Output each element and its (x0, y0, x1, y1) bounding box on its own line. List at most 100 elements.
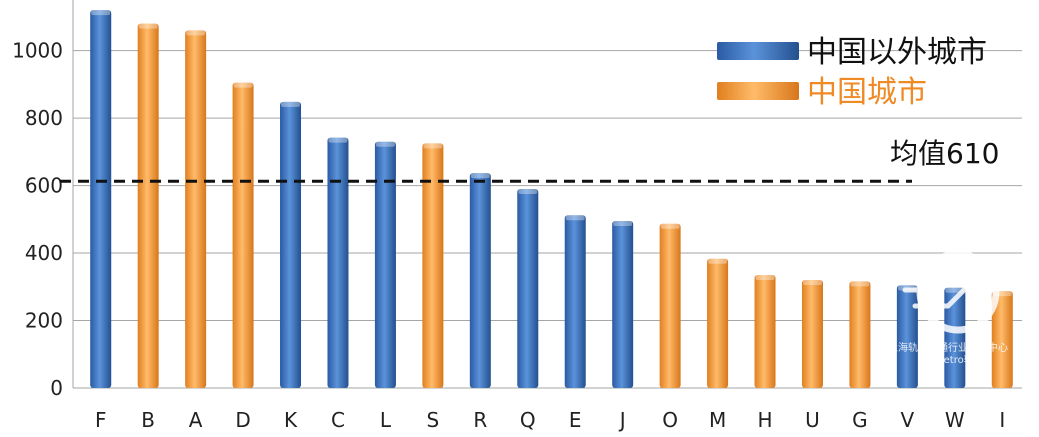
bar-body (374, 141, 396, 388)
bar-O (659, 223, 681, 388)
legend-swatch-overseas (717, 42, 799, 60)
bar-cap-highlight (755, 274, 775, 280)
x-tick-label: F (95, 408, 107, 432)
y-tick-label: 1000 (12, 39, 63, 63)
bar-body (469, 173, 491, 388)
y-tick-labels: 0 200 400 600 800 1000 (12, 39, 63, 400)
bar-body (137, 23, 159, 388)
x-tick-label: G (852, 408, 868, 432)
bar-body (801, 280, 823, 388)
bar-J (612, 220, 634, 388)
watermark-rail-mark (902, 267, 1008, 309)
legend-swatch-china (717, 82, 799, 100)
bar-body (944, 287, 966, 388)
bar-body (659, 223, 681, 388)
bar-cap-highlight (565, 215, 585, 221)
bar-body (327, 137, 349, 388)
bar-E (564, 215, 586, 388)
bar-body (90, 10, 112, 389)
y-tick-label: 800 (25, 106, 63, 130)
bar-C (327, 137, 349, 388)
x-tick-label: S (427, 408, 440, 432)
bar-G (849, 281, 871, 388)
watermark-line2: @Metro轨道 (925, 353, 984, 366)
bar-W (944, 287, 966, 388)
legend-item-china: 中国城市 (717, 75, 927, 110)
x-tick-label: J (618, 408, 626, 432)
y-tick-label: 600 (25, 174, 63, 198)
bar-body (849, 281, 871, 388)
bar-H (754, 274, 776, 388)
bar-body (517, 188, 539, 388)
watermark-line1: 上海轨道交通行业资讯中心 (888, 341, 1008, 354)
bar-cap-highlight (470, 173, 490, 179)
bar-body (896, 285, 918, 388)
bar-cap-highlight (233, 82, 253, 88)
bar-body (707, 258, 729, 388)
x-tick-label: V (901, 408, 915, 432)
watermark-logo: 上海轨道交通行业资讯中心 @Metro轨道 (888, 250, 1008, 366)
bar-cap-highlight (518, 188, 538, 194)
x-tick-label: C (331, 408, 345, 432)
y-tick-label: 400 (25, 241, 63, 265)
bar-B (137, 23, 159, 388)
bar-M (707, 258, 729, 388)
bar-cap-highlight (91, 10, 111, 16)
bar-A (185, 30, 207, 389)
y-tick-label: 0 (50, 376, 63, 400)
bar-cap-highlight (423, 143, 443, 149)
bar-cap-highlight (138, 23, 158, 29)
bar-R (469, 173, 491, 388)
bar-body (232, 82, 254, 389)
bar-body (754, 274, 776, 388)
x-tick-label: A (189, 408, 203, 432)
bar-body (612, 220, 634, 388)
bar-U (801, 280, 823, 388)
bar-V (896, 285, 918, 388)
legend: 中国以外城市 中国城市 (717, 35, 987, 110)
bar-L (374, 141, 396, 388)
bars (90, 10, 1013, 389)
bar-cap-highlight (802, 280, 822, 286)
x-tick-label: O (662, 408, 678, 432)
legend-label-china: 中国城市 (807, 75, 927, 110)
bar-K (280, 101, 302, 388)
bar-body (991, 291, 1013, 388)
bar-body (280, 101, 302, 388)
x-tick-label: W (945, 408, 965, 432)
x-tick-label: U (805, 408, 820, 432)
x-tick-label: K (284, 408, 298, 432)
bar-body (422, 143, 444, 388)
x-tick-label: L (380, 408, 392, 432)
bar-cap-highlight (281, 101, 301, 107)
x-tick-label: I (999, 408, 1005, 432)
bar-Q (517, 188, 539, 388)
x-tick-label: E (569, 408, 582, 432)
mean-label: 均值610 (890, 137, 999, 170)
bar-cap-highlight (850, 281, 870, 287)
legend-item-overseas: 中国以外城市 (717, 35, 987, 70)
bar-cap-highlight (708, 258, 728, 264)
bar-cap-highlight (613, 220, 633, 226)
bar-cap-highlight (186, 30, 206, 36)
x-tick-label: Q (520, 408, 536, 432)
bar-F (90, 10, 112, 389)
x-tick-label: M (709, 408, 726, 432)
bar-cap-highlight (328, 137, 348, 143)
legend-label-overseas: 中国以外城市 (807, 35, 987, 70)
bar-cap-highlight (375, 141, 395, 147)
y-tick-label: 200 (25, 309, 63, 333)
x-tick-label: R (473, 408, 487, 432)
bar-body (185, 30, 207, 389)
bar-D (232, 82, 254, 389)
x-tick-label: H (758, 408, 773, 432)
bar-cap-highlight (660, 223, 680, 229)
x-tick-label: D (235, 408, 250, 432)
bar-body (564, 215, 586, 388)
mean-annotation: 均值610 (60, 137, 999, 183)
x-tick-label: B (141, 408, 155, 432)
bar-S (422, 143, 444, 388)
